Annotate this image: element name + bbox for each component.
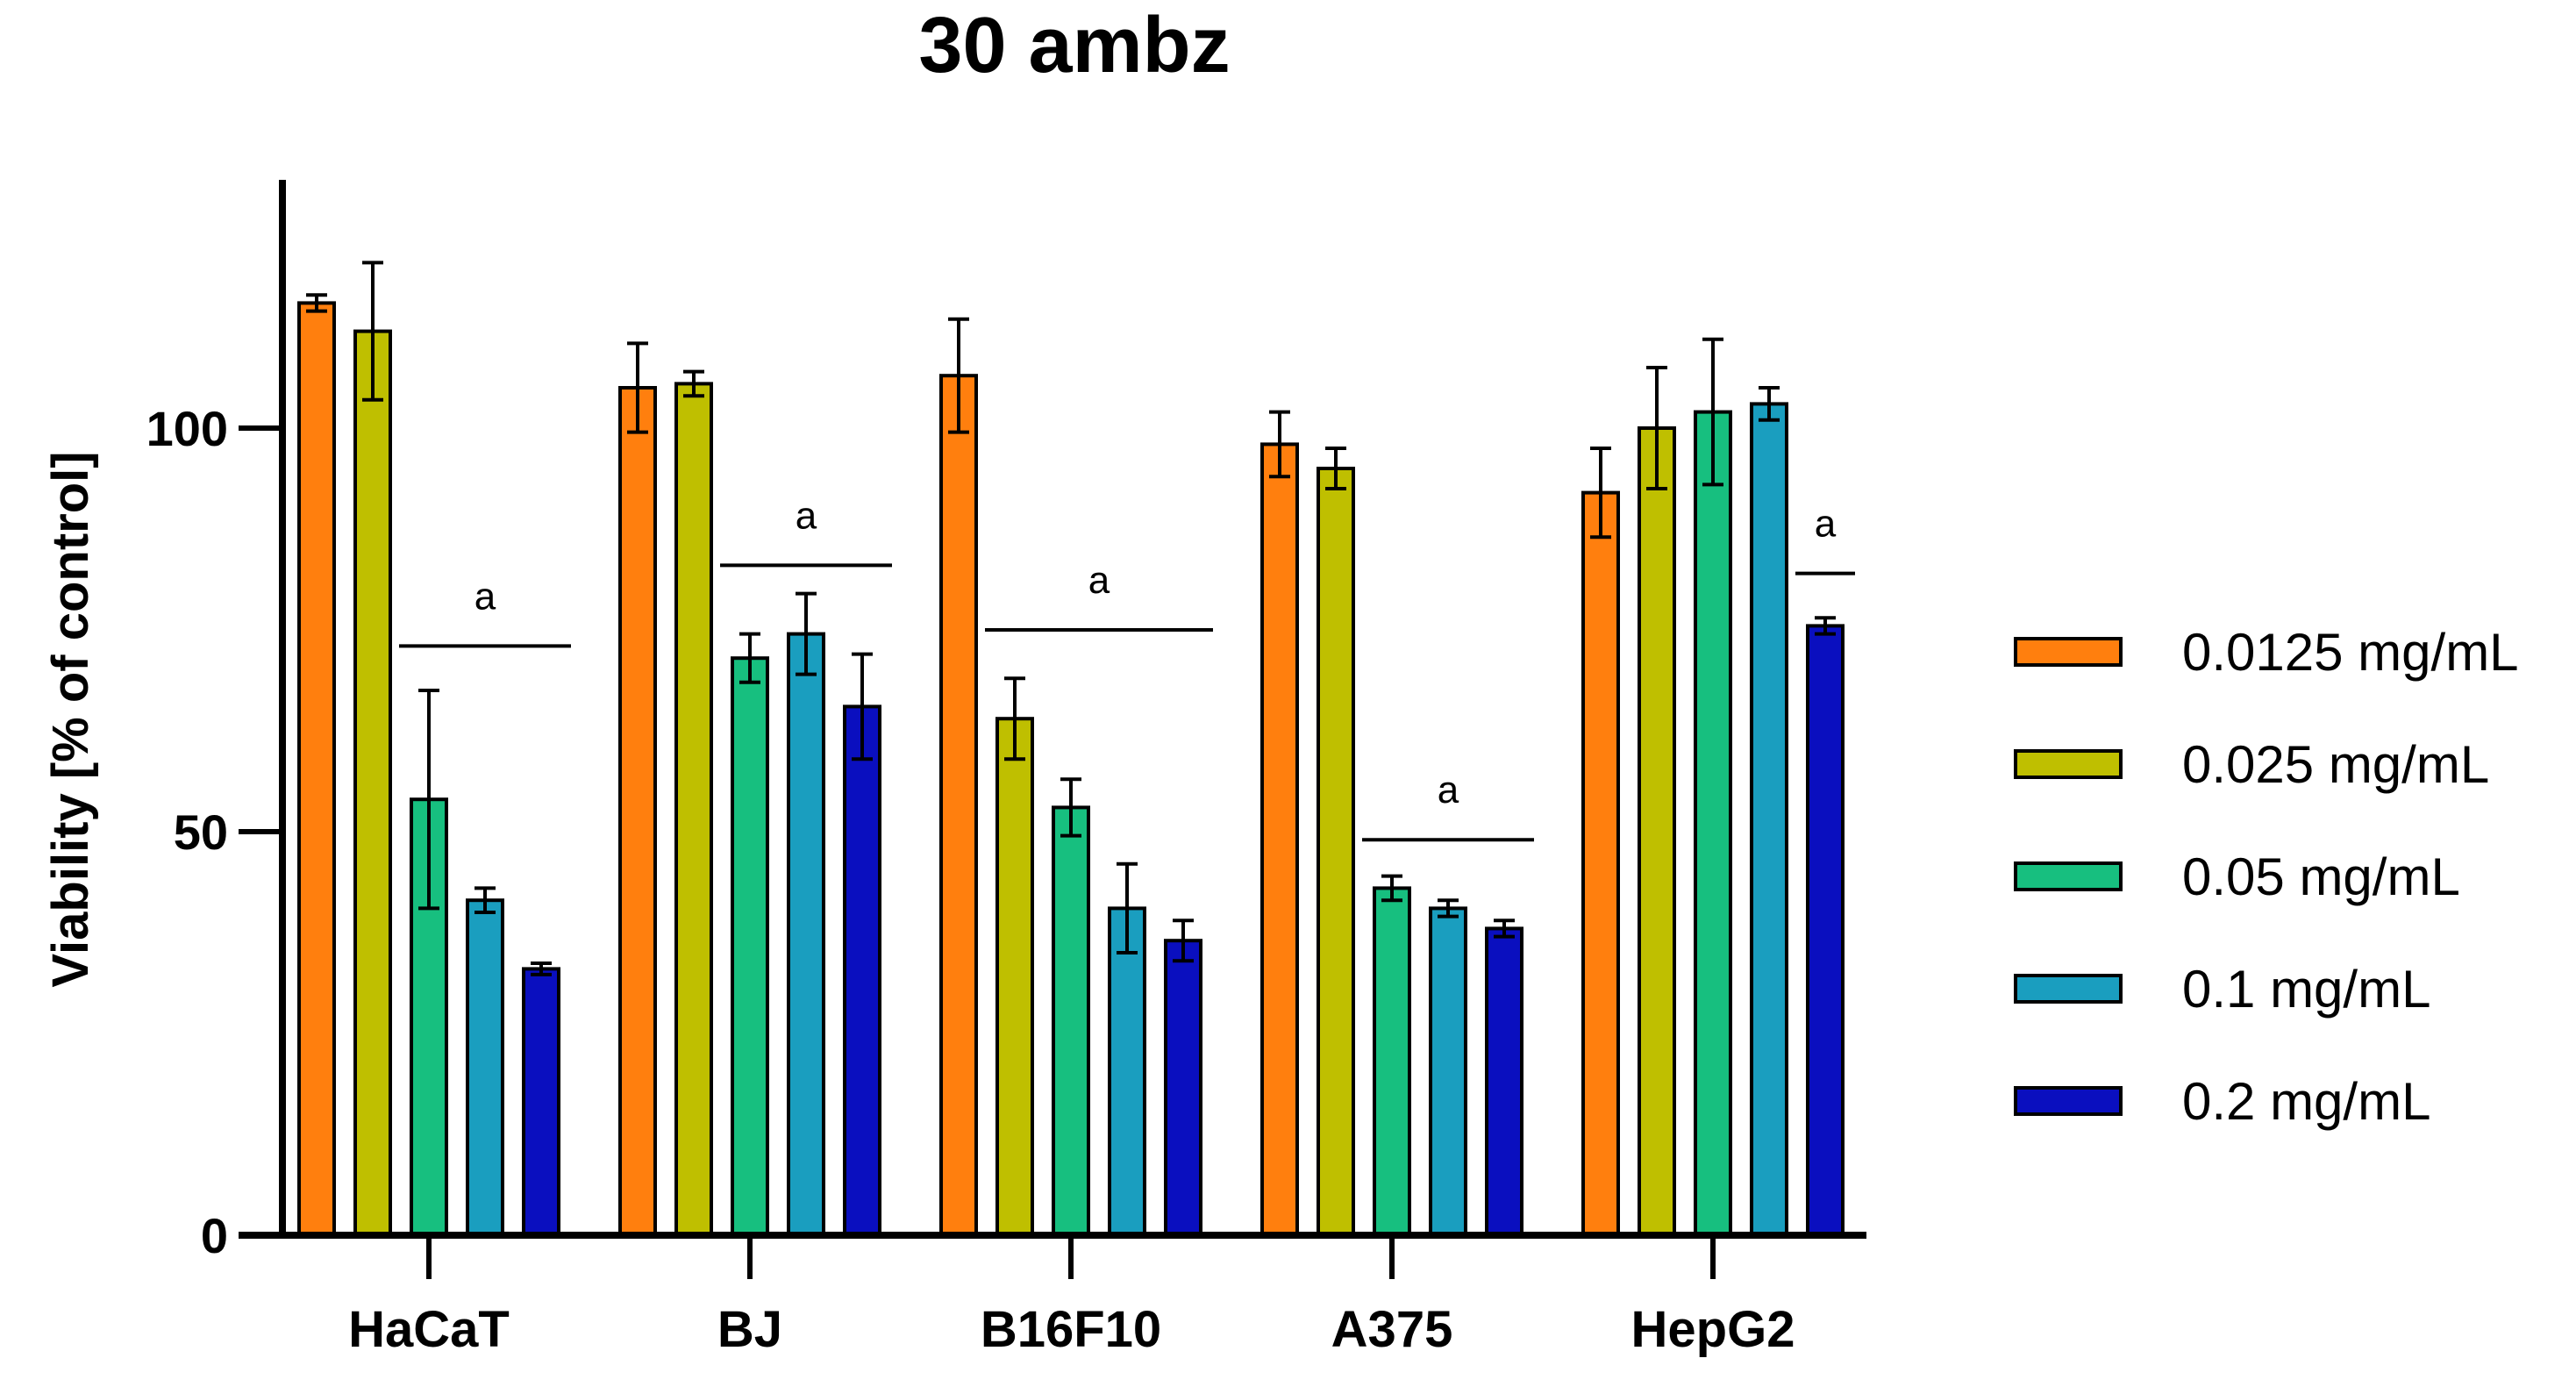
bar <box>618 386 657 1237</box>
bar <box>1317 467 1355 1237</box>
bar <box>1806 624 1845 1237</box>
significance-label: a <box>1088 559 1110 602</box>
y-tick-label: 0 <box>201 1208 228 1263</box>
x-tick-label: HaCaT <box>348 1301 510 1358</box>
bar <box>1373 886 1411 1238</box>
significance-label: a <box>475 575 496 618</box>
bar <box>522 967 560 1238</box>
bar <box>1485 926 1523 1238</box>
bar <box>1108 906 1146 1238</box>
significance-label: a <box>796 494 817 537</box>
legend-label: 0.2 mg/mL <box>2182 1072 2430 1131</box>
chart-title: 30 ambz <box>918 2 1230 89</box>
bar <box>939 374 978 1237</box>
plot-area: 0 50 100 HaCaT BJ B16F10 A375 HepG2 a a a a a <box>146 180 1866 1358</box>
bar <box>995 717 1034 1237</box>
bar <box>466 898 504 1237</box>
x-tick-label: BJ <box>717 1301 782 1358</box>
legend-label: 0.05 mg/mL <box>2182 847 2460 906</box>
significance-label: a <box>1815 503 1837 546</box>
y-tick-label: 100 <box>146 401 228 456</box>
bar <box>1750 402 1788 1237</box>
legend-swatch <box>2014 974 2123 1004</box>
bar <box>1260 442 1299 1237</box>
bar <box>674 382 713 1237</box>
bar <box>1694 410 1732 1238</box>
x-tick-label: A375 <box>1331 1301 1453 1358</box>
legend-swatch <box>2014 637 2123 667</box>
bar <box>843 704 881 1237</box>
y-tick-label: 50 <box>174 804 228 860</box>
bar <box>297 301 336 1237</box>
legend: 0.0125 mg/mL 0.025 mg/mL 0.05 mg/mL 0.1 mg/… <box>2014 623 2519 1131</box>
legend-swatch <box>2014 749 2123 779</box>
legend-label: 0.0125 mg/mL <box>2182 623 2519 682</box>
legend-swatch <box>2014 1086 2123 1116</box>
bar <box>1052 805 1090 1238</box>
bar <box>1164 939 1202 1237</box>
bar <box>1638 426 1676 1237</box>
legend-swatch <box>2014 861 2123 891</box>
y-axis-label: Viability [% of control] <box>42 451 99 987</box>
x-tick-label: HepG2 <box>1631 1301 1795 1358</box>
x-tick-label: B16F10 <box>981 1301 1161 1358</box>
legend-label: 0.025 mg/mL <box>2182 735 2489 794</box>
significance-label: a <box>1438 768 1459 811</box>
bar <box>731 656 769 1237</box>
legend-label: 0.1 mg/mL <box>2182 960 2430 1019</box>
bar <box>1429 906 1467 1238</box>
bar <box>787 632 825 1237</box>
bar <box>353 329 392 1238</box>
bar <box>1581 490 1620 1237</box>
